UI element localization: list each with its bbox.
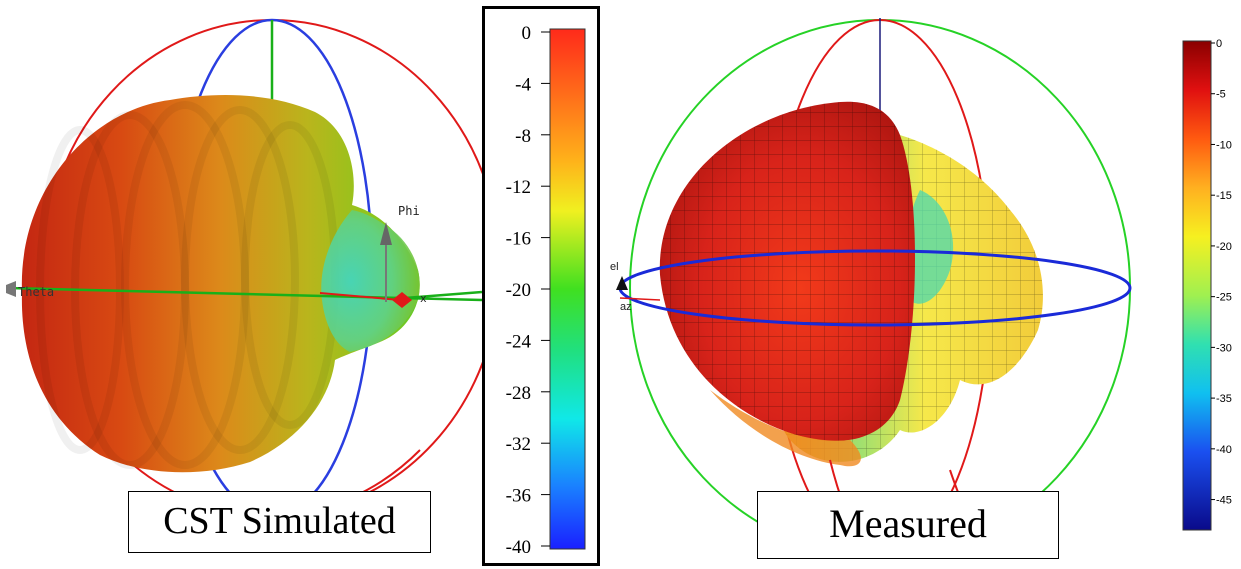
- colorbar-tick-label: -8: [515, 126, 531, 147]
- cst-pattern-canvas: Theta Phi x: [6, 18, 482, 518]
- measured-colorbar-ticks: 0 -5 -10 -15 -20 -25 -30 -35 -40 -45: [1211, 38, 1232, 507]
- measured-colorbar-gradient: [1182, 40, 1212, 531]
- colorbar-tick-label: -12: [506, 177, 531, 198]
- colorbar-tick-label: -15: [1216, 190, 1232, 202]
- colorbar-tick-label: -24: [506, 331, 532, 352]
- colorbar-tick-label: -20: [1216, 241, 1232, 253]
- cst-x-axis-green: [404, 290, 482, 300]
- cst-phi-arrow: [380, 222, 392, 245]
- colorbar-tick-label: -40: [1216, 444, 1232, 456]
- cst-pattern-panel: Theta Phi x: [0, 0, 482, 569]
- colorbar-tick-label: -4: [515, 74, 531, 95]
- measured-colorbar: 0 -5 -10 -15 -20 -25 -30 -35 -40 -45: [1170, 0, 1241, 569]
- cst-back-lobe: [321, 210, 420, 352]
- colorbar-tick-label: 0: [522, 23, 532, 44]
- measured-pattern-panel: el az: [600, 0, 1170, 569]
- cst-caption: CST Simulated: [128, 491, 431, 553]
- measured-pattern-canvas: el az: [610, 18, 1132, 557]
- meas-az-label: az: [620, 301, 632, 313]
- cst-x-axis-marker: [392, 292, 412, 308]
- cst-x-label: x: [420, 292, 427, 305]
- colorbar-tick-label: -16: [506, 229, 531, 250]
- colorbar-tick-label: -36: [506, 486, 531, 507]
- cst-theta-label: Theta: [18, 285, 54, 299]
- cst-colorbar: 0 -4 -8 -12 -16 -20 -24 -28 -32 -36 -40: [482, 6, 600, 566]
- colorbar-tick-label: -20: [506, 280, 531, 301]
- cst-theta-marker: [6, 281, 16, 297]
- colorbar-tick-label: -40: [506, 537, 531, 558]
- cst-colorbar-ticks: 0 -4 -8 -12 -16 -20 -24 -28 -32 -36 -40: [506, 23, 550, 558]
- meas-cyan-patch: [904, 190, 954, 304]
- colorbar-tick-label: -45: [1216, 495, 1232, 507]
- colorbar-tick-label: -35: [1216, 393, 1232, 405]
- colorbar-tick-label: -5: [1216, 89, 1226, 101]
- meas-az-axis: [619, 297, 661, 301]
- meas-lower-fringe: [710, 390, 861, 467]
- colorbar-tick-label: -10: [1216, 139, 1232, 151]
- cst-colorbar-svg: 0 -4 -8 -12 -16 -20 -24 -28 -32 -36 -40: [506, 23, 586, 558]
- meas-el-label: el: [610, 261, 619, 273]
- colorbar-tick-label: -30: [1216, 342, 1232, 354]
- colorbar-tick-label: -25: [1216, 292, 1232, 304]
- colorbar-tick-label: 0: [1216, 38, 1222, 50]
- cst-main-lobe: [21, 95, 420, 473]
- measured-colorbar-svg: 0 -5 -10 -15 -20 -25 -30 -35 -40 -45: [1182, 38, 1232, 531]
- cst-phi-label: Phi: [398, 204, 420, 218]
- meas-el-arrow: [616, 276, 628, 290]
- colorbar-tick-label: -32: [506, 434, 531, 455]
- colorbar-tick-label: -28: [506, 383, 531, 404]
- measured-caption: Measured: [757, 491, 1059, 559]
- cst-colorbar-gradient: [549, 28, 586, 550]
